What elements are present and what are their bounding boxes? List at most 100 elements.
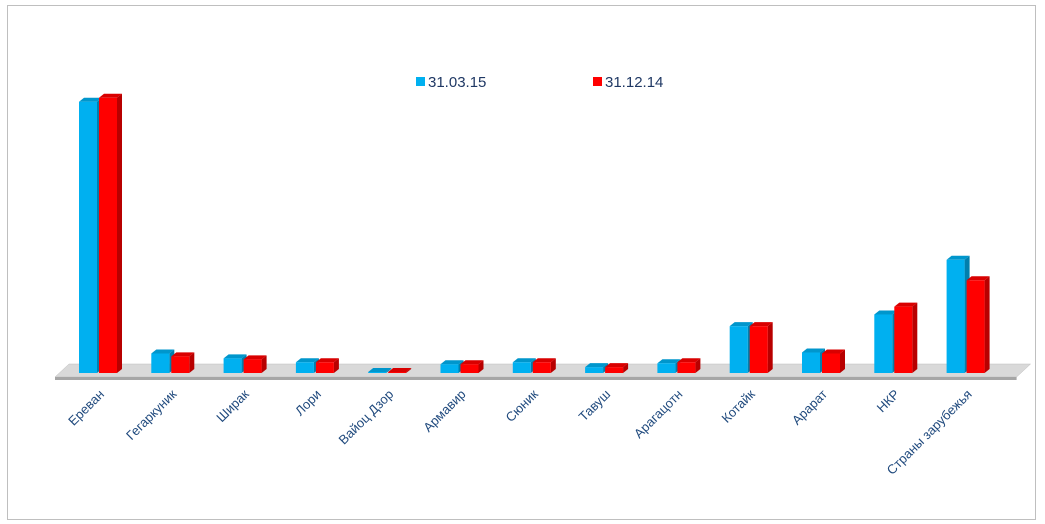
bar-top xyxy=(151,349,175,354)
bar-31.12.14-Тавуш xyxy=(605,363,629,373)
bar-top xyxy=(532,358,556,363)
bar-front xyxy=(894,306,913,373)
bar-top xyxy=(440,360,464,365)
bar-front xyxy=(243,359,262,373)
bar-top xyxy=(368,368,392,372)
bar-31.12.14-Страны зарубежья xyxy=(966,276,990,373)
bar-front xyxy=(605,367,624,373)
bar-top xyxy=(966,276,990,281)
bar-top xyxy=(822,349,845,354)
bar-top xyxy=(749,322,773,327)
bars xyxy=(79,93,990,374)
legend-item-series-2: 31.12.14 xyxy=(593,74,663,91)
category-label: Тавуш xyxy=(576,387,614,425)
bar-31.12.14-Ширак xyxy=(243,355,267,373)
bar-side xyxy=(333,358,339,373)
bar-31.03.15-Сюник xyxy=(512,358,536,373)
bar-front xyxy=(99,97,117,374)
bar-top xyxy=(79,97,102,102)
bar-31.03.15-Котайк xyxy=(729,322,753,373)
bar-side xyxy=(117,93,122,374)
legend-label: 31.03.15 xyxy=(428,74,486,91)
bar-31.12.14-Арарат xyxy=(822,349,845,373)
bar-31.03.15-Арарат xyxy=(802,348,825,373)
bar-front xyxy=(460,364,479,373)
bar-top xyxy=(171,352,195,357)
category-label: Котайк xyxy=(719,386,758,425)
chart-frame xyxy=(7,5,1036,520)
bar-top xyxy=(605,363,629,368)
bar-side xyxy=(406,368,412,373)
bar-top xyxy=(388,368,412,372)
bar-top xyxy=(512,358,536,363)
bar-front xyxy=(440,364,459,373)
bar-top xyxy=(894,302,918,307)
legend-label: 31.12.14 xyxy=(605,74,663,91)
bar-top xyxy=(295,358,319,363)
bar-front xyxy=(295,362,314,373)
bar-side xyxy=(550,358,556,373)
legend-item-series-1: 31.03.15 xyxy=(416,74,486,91)
bar-side xyxy=(767,322,773,373)
floor-front xyxy=(55,377,1017,380)
bar-31.03.15-Лори xyxy=(295,358,319,373)
bar-31.03.15-Страны зарубежья xyxy=(946,255,970,373)
bar-side xyxy=(478,360,484,373)
bar-side xyxy=(189,352,195,373)
bar-front xyxy=(749,326,768,373)
category-label: Гегаркуник xyxy=(123,386,180,443)
bar-top xyxy=(657,359,681,364)
bar-31.03.15-Тавуш xyxy=(585,363,609,373)
bar-31.12.14-Гегаркуник xyxy=(171,352,195,373)
category-label: Лори xyxy=(292,387,324,419)
bar-side xyxy=(984,276,990,373)
bar-top xyxy=(223,354,247,359)
bar-front xyxy=(223,358,242,373)
category-label: Арагацотн xyxy=(631,387,686,442)
bar-31.12.14-Лори xyxy=(315,358,339,373)
legend-swatch xyxy=(593,77,602,86)
bar-front xyxy=(946,259,965,373)
bar-31.03.15-Вайоц Дзор xyxy=(368,368,392,373)
bar-front xyxy=(657,363,676,373)
bar-31.03.15-Арагацотн xyxy=(657,359,681,373)
bar-front xyxy=(585,367,604,373)
bar-front xyxy=(729,326,748,373)
bar-side xyxy=(695,358,701,373)
bar-front xyxy=(532,362,551,373)
bar-31.03.15-НКР xyxy=(874,310,898,373)
category-label: Ширак xyxy=(213,386,252,425)
legend-swatch xyxy=(416,77,425,86)
bar-top xyxy=(460,360,484,365)
bar-side xyxy=(623,363,629,373)
bar-31.12.14-Сюник xyxy=(532,358,556,373)
bar-top xyxy=(585,363,609,368)
bar-front xyxy=(79,101,97,374)
bar-31.12.14-Арагацотн xyxy=(677,358,701,373)
bar-front xyxy=(677,362,696,373)
category-label: Сюник xyxy=(503,386,542,425)
category-label: Вайоц Дзор xyxy=(336,387,397,448)
bar-front xyxy=(966,280,985,373)
bar-front xyxy=(151,353,170,373)
category-label: НКР xyxy=(874,387,903,416)
bar-top xyxy=(802,348,825,353)
bar-31.03.15-Ереван xyxy=(79,97,102,374)
bar-side xyxy=(261,355,267,373)
bar-top xyxy=(729,322,753,327)
bar-top xyxy=(677,358,701,363)
bar-front xyxy=(368,372,387,373)
bar-side xyxy=(386,368,392,373)
bar-top xyxy=(874,310,898,315)
bar-front xyxy=(315,362,334,373)
bar-31.12.14-Вайоц Дзор xyxy=(388,368,412,373)
bar-31.03.15-Гегаркуник xyxy=(151,349,175,373)
bar-31.03.15-Армавир xyxy=(440,360,464,373)
bar-31.12.14-Армавир xyxy=(460,360,484,373)
bar-front xyxy=(512,362,531,373)
category-label: Армавир xyxy=(420,387,468,435)
bar-front xyxy=(874,314,893,373)
legend: 31.03.15 31.12.14 xyxy=(416,74,663,91)
bar-front xyxy=(802,352,820,373)
